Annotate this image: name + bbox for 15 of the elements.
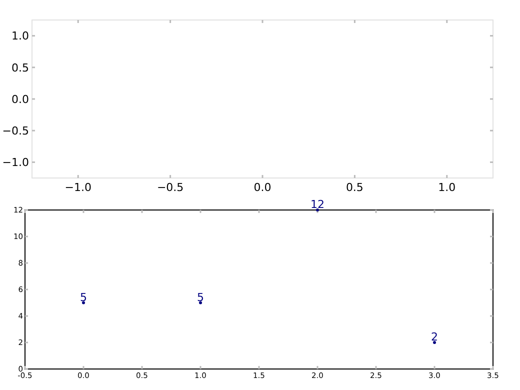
x-tick-label: −1.0 (64, 181, 92, 194)
y-tick-label: −0.5 (2, 124, 29, 138)
data-label: 5 (80, 290, 87, 304)
y-tick-label: −1.0 (2, 156, 29, 170)
x-tick-label: 0.0 (254, 181, 272, 194)
x-tick-label: 0.5 (346, 181, 364, 194)
y-tick-label: 1.0 (12, 30, 29, 43)
point (433, 341, 436, 344)
data-label: 2 (431, 330, 438, 344)
y-tick-label: 0.0 (12, 92, 29, 106)
y-tick-label: 0.5 (12, 61, 29, 74)
data-label: 12 (310, 198, 324, 211)
x-tick-label: 1.0 (438, 181, 456, 194)
data-label: 5 (197, 290, 204, 304)
x-tick-label: −0.5 (156, 181, 184, 194)
